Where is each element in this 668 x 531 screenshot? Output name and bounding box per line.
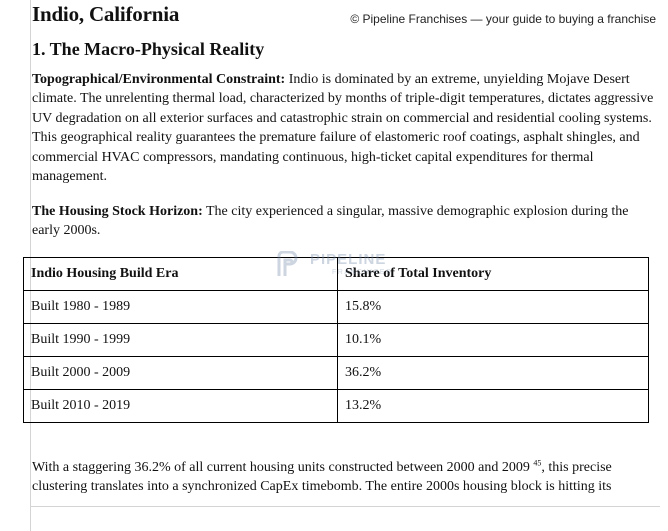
table-row: Built 1980 - 1989 15.8% <box>23 290 649 324</box>
table-cell-share: 36.2% <box>337 356 649 390</box>
table-header-cell: Share of Total Inventory <box>337 257 649 291</box>
footnote-marker: 45 <box>533 458 542 468</box>
document-title: Indio, California <box>32 2 180 26</box>
housing-build-era-table: Indio Housing Build Era Share of Total I… <box>23 257 649 423</box>
table-header-row: Indio Housing Build Era Share of Total I… <box>23 257 649 291</box>
table-cell-share: 15.8% <box>337 290 649 324</box>
paragraph-lead: The Housing Stock Horizon: <box>32 204 203 219</box>
page-bottom-edge <box>30 506 660 507</box>
paragraph-text: With a staggering 36.2% of all current h… <box>32 460 534 475</box>
paragraph-housing-stock: The Housing Stock Horizon: The city expe… <box>32 202 656 241</box>
table-row: Built 2000 - 2009 36.2% <box>23 356 649 390</box>
paragraph-lead: Topographical/Environmental Constraint: <box>32 72 286 87</box>
paragraph-text: , this precise clustering translates int… <box>32 460 612 495</box>
paragraph-capex-timebomb: With a staggering 36.2% of all current h… <box>32 458 656 497</box>
table-row: Built 2010 - 2019 13.2% <box>23 389 649 423</box>
copyright-notice: © Pipeline Franchises — your guide to bu… <box>350 12 656 26</box>
paragraph-environmental-constraint: Topographical/Environmental Constraint: … <box>32 70 656 186</box>
section-heading: 1. The Macro-Physical Reality <box>32 39 265 59</box>
table-cell-era: Built 2010 - 2019 <box>23 389 338 423</box>
table-cell-era: Built 1980 - 1989 <box>23 290 338 324</box>
table-cell-era: Built 2000 - 2009 <box>23 356 338 390</box>
table-cell-share: 10.1% <box>337 323 649 357</box>
table-cell-era: Built 1990 - 1999 <box>23 323 338 357</box>
table-row: Built 1990 - 1999 10.1% <box>23 323 649 357</box>
table-header-cell: Indio Housing Build Era <box>23 257 338 291</box>
paragraph-text: The city experienced a singular, massive… <box>32 204 629 239</box>
table-cell-share: 13.2% <box>337 389 649 423</box>
paragraph-text: Indio is dominated by an extreme, unyiel… <box>32 72 654 185</box>
